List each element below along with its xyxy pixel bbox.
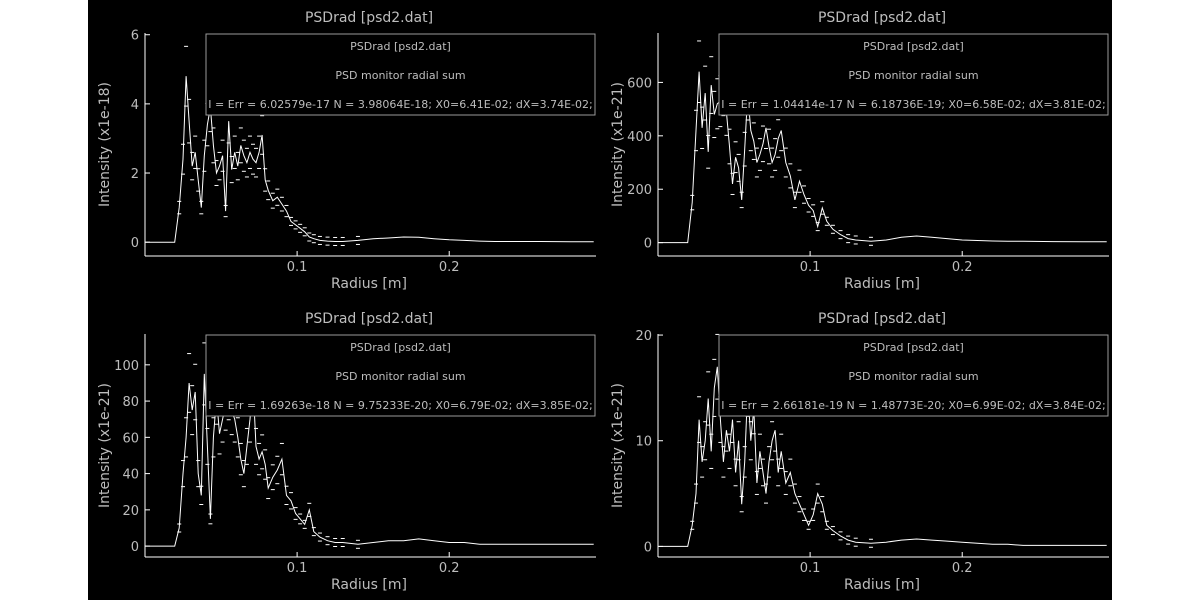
- legend-line: PSD monitor radial sum: [848, 69, 978, 82]
- y-tick-label: 200: [627, 183, 652, 198]
- x-tick-label: 0.1: [287, 260, 308, 275]
- chart-panel-4: PSDrad [psd2.dat] 0 10 20 0.1 0.2 Radius [m] In…: [610, 311, 1109, 593]
- legend-line: PSD monitor radial sum: [335, 370, 465, 383]
- y-tick-label: 0: [644, 540, 652, 555]
- y-tick-label: 600: [627, 76, 652, 91]
- chart-title: PSDrad [psd2.dat]: [305, 10, 433, 26]
- x-tick-label: 0.2: [952, 561, 973, 576]
- y-tick-label: 10: [635, 435, 652, 450]
- legend-line: PSDrad [psd2.dat]: [350, 40, 451, 53]
- chart-panel-1: PSDrad [psd2.dat] 0 2 4 6 0.1 0.2 Radius [m] Int…: [97, 10, 596, 292]
- legend-border: [205, 33, 596, 116]
- x-tick-label: 0.2: [952, 260, 973, 275]
- x-axis-label: Radius [m]: [844, 577, 920, 593]
- chart-canvas: PSDrad [psd2.dat] 0 2 4 6 0.1 0.2 Radius [m] Int…: [97, 10, 1109, 593]
- y-tick-label: 100: [114, 359, 139, 374]
- series-line: [145, 76, 594, 243]
- legend-line: I = Err = 1.69263e-18 N = 9.75233E-20; X…: [208, 399, 592, 412]
- chart-title: PSDrad [psd2.dat]: [305, 311, 433, 327]
- y-axis-label: Intensity (x1e-18): [97, 82, 113, 207]
- y-tick-label: 80: [122, 395, 139, 410]
- series-line: [145, 373, 594, 547]
- y-axis-label: Intensity (x1e-21): [97, 383, 113, 508]
- legend-line: PSDrad [psd2.dat]: [350, 341, 451, 354]
- x-tick-label: 0.1: [800, 561, 821, 576]
- x-tick-label: 0.1: [800, 260, 821, 275]
- y-tick-label: 2: [131, 167, 139, 182]
- chart-title: PSDrad [psd2.dat]: [818, 311, 946, 327]
- y-tick-label: 0: [131, 236, 139, 251]
- x-tick-label: 0.2: [439, 561, 460, 576]
- x-axis-label: Radius [m]: [331, 276, 407, 292]
- legend-border: [718, 33, 1109, 116]
- y-tick-label: 20: [635, 329, 652, 344]
- legend-border: [718, 334, 1109, 417]
- y-tick-label: 0: [131, 540, 139, 555]
- legend-line: PSD monitor radial sum: [335, 69, 465, 82]
- y-tick-label: 6: [131, 29, 139, 44]
- legend-box: PSDrad [psd2.dat] PSD monitor radial sum I…: [205, 33, 596, 116]
- legend-box: PSDrad [psd2.dat] PSD monitor radial sum I…: [718, 33, 1109, 116]
- y-tick-label: 400: [627, 130, 652, 145]
- legend-line: PSDrad [psd2.dat]: [863, 40, 964, 53]
- legend-line: I = Err = 2.66181e-19 N = 1.48773E-20; X…: [721, 399, 1105, 412]
- chart-panel-2: PSDrad [psd2.dat] 0 200 400 600 0.1 0.2 Radius …: [610, 10, 1109, 292]
- series-line: [658, 71, 1107, 244]
- x-axis-label: Radius [m]: [844, 276, 920, 292]
- plot-window: PSDrad [psd2.dat] 0 2 4 6 0.1 0.2 Radius [m] Int…: [88, 0, 1112, 600]
- y-tick-label: 60: [122, 431, 139, 446]
- y-axis-label: Intensity (x1e-21): [610, 383, 626, 508]
- legend-line: I = Err = 1.04414e-17 N = 6.18736E-19; X…: [721, 98, 1105, 111]
- chart-panel-3: PSDrad [psd2.dat] 0 20 40 60 80 100 0.1 0.2 Radiu…: [97, 311, 596, 593]
- legend-box: PSDrad [psd2.dat] PSD monitor radial sum I…: [205, 334, 596, 417]
- x-tick-label: 0.2: [439, 260, 460, 275]
- y-tick-label: 4: [131, 98, 139, 113]
- y-tick-label: 0: [644, 237, 652, 252]
- y-axis-label: Intensity (x1e-21): [610, 82, 626, 207]
- y-tick-label: 20: [122, 504, 139, 519]
- legend-border: [205, 334, 596, 417]
- legend-line: PSDrad [psd2.dat]: [863, 341, 964, 354]
- legend-line: PSD monitor radial sum: [848, 370, 978, 383]
- chart-title: PSDrad [psd2.dat]: [818, 10, 946, 26]
- x-axis-label: Radius [m]: [331, 577, 407, 593]
- legend-box: PSDrad [psd2.dat] PSD monitor radial sum I…: [718, 334, 1109, 417]
- y-tick-label: 40: [122, 468, 139, 483]
- x-tick-label: 0.1: [287, 561, 308, 576]
- legend-line: I = Err = 6.02579e-17 N = 3.98064E-18; X…: [208, 98, 592, 111]
